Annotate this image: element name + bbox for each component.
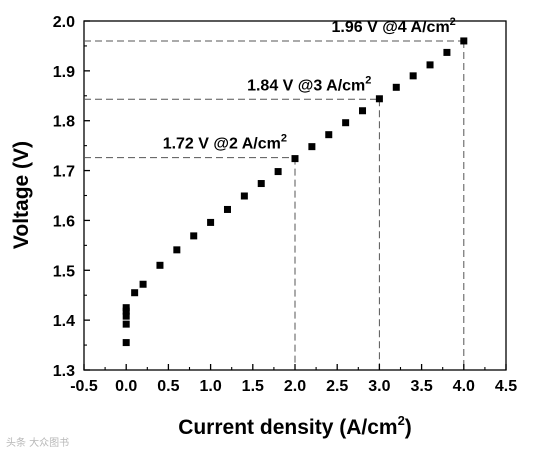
data-point	[190, 232, 198, 240]
x-tick-label: 1.0	[199, 378, 221, 395]
data-point	[240, 192, 248, 200]
y-tick-label: 2.0	[53, 14, 75, 31]
data-point	[122, 339, 130, 347]
y-tick-label: 1.7	[53, 164, 75, 181]
data-point	[291, 155, 299, 163]
x-tick-label: 3.5	[410, 378, 432, 395]
y-tick-label: 1.9	[53, 64, 75, 81]
data-point	[409, 72, 417, 80]
x-tick-label: -0.5	[70, 378, 98, 395]
guide-lines	[84, 40, 465, 370]
data-points	[122, 37, 468, 347]
x-tick-label: 4.5	[495, 378, 517, 395]
data-point	[426, 61, 434, 69]
data-point	[122, 312, 130, 320]
data-point	[375, 95, 383, 103]
data-point	[308, 143, 316, 151]
annotation-label: 1.84 V @3 A/cm2	[247, 74, 371, 94]
annotation-label: 1.96 V @4 A/cm2	[331, 16, 455, 36]
data-point	[325, 131, 333, 139]
x-axis-title: Current density (A/cm2)	[178, 413, 412, 439]
x-tick-label: 2.0	[284, 378, 306, 395]
x-axis: -0.5 0.0 0.5 1.0 1.5 2.0 2.5 3.0 3.5 4.0 4.5	[70, 364, 517, 395]
x-tick-label: 0.5	[157, 378, 179, 395]
data-point	[139, 280, 147, 288]
x-tick-label: 3.0	[368, 378, 390, 395]
data-point	[257, 180, 265, 188]
data-point	[342, 119, 350, 127]
data-point	[460, 37, 468, 45]
x-tick-label: 2.5	[326, 378, 348, 395]
x-tick-label: 4.0	[453, 378, 475, 395]
watermark: 头条 大众图书	[6, 438, 70, 449]
y-tick-label: 1.5	[53, 263, 75, 280]
annotation-label: 1.72 V @2 A/cm2	[163, 133, 287, 153]
data-point	[122, 320, 130, 328]
data-point	[359, 107, 367, 115]
y-tick-label: 1.3	[53, 363, 75, 380]
y-tick-label: 1.4	[53, 313, 75, 330]
y-axis-title: Voltage (V)	[10, 141, 33, 249]
x-tick-label: 1.5	[242, 378, 264, 395]
data-point	[274, 168, 282, 176]
x-tick-label: 0.0	[115, 378, 137, 395]
annotations: 1.72 V @2 A/cm2 1.84 V @3 A/cm2 1.96 V @4 …	[163, 16, 456, 153]
y-axis: 1.3 1.4 1.5 1.6 1.7 1.8 1.9 2.0	[53, 14, 90, 380]
data-point	[223, 205, 231, 213]
data-point	[207, 218, 215, 226]
data-point	[392, 83, 400, 91]
data-point	[173, 246, 181, 254]
data-point	[131, 289, 139, 297]
data-point	[122, 304, 130, 312]
data-point	[156, 261, 164, 269]
data-point	[443, 48, 451, 56]
y-tick-label: 1.6	[53, 213, 75, 230]
y-tick-label: 1.8	[53, 114, 75, 131]
